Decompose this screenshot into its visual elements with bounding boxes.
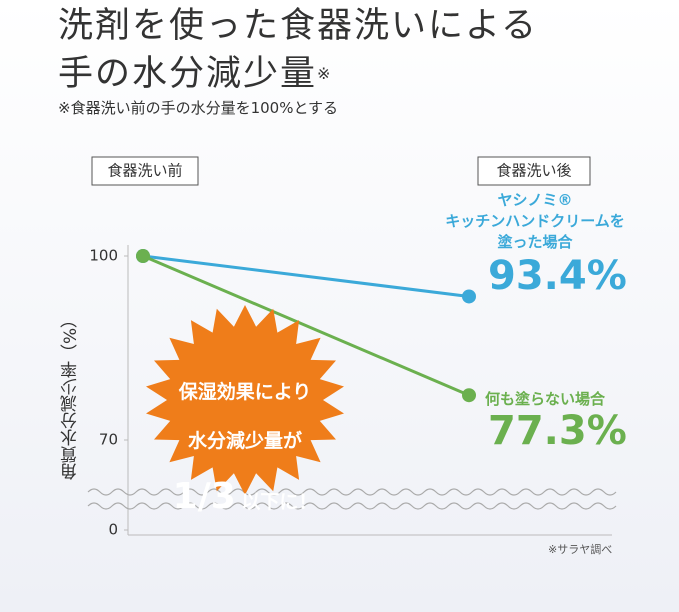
axis-break (87, 488, 617, 496)
x-category-label: 食器洗い前 (107, 162, 182, 180)
value-label: 93.4% (488, 253, 627, 299)
category-box (477, 156, 591, 186)
y-tick-label: 100 (89, 247, 118, 265)
starburst (146, 305, 344, 495)
annotation-line: 保湿効果により (178, 381, 312, 403)
value-label: 77.3% (488, 408, 627, 454)
x-category-label: 食器洗い後 (496, 162, 571, 180)
y-tick-label: 0 (108, 521, 118, 539)
subtitle: ※食器洗い前の手の水分量を100%とする (58, 99, 339, 117)
series-line (142, 254, 470, 298)
y-axis-label: 角質水分減少率（%） (61, 310, 81, 480)
lines (136, 249, 476, 403)
point (136, 249, 150, 263)
source: ※サラヤ調べ (548, 543, 613, 556)
series-line (142, 254, 470, 397)
annotation-line: 1/3 (172, 476, 236, 517)
point (462, 388, 476, 403)
category-box (91, 156, 199, 186)
point (462, 289, 476, 304)
annotation-line: 以下に！ (241, 491, 318, 513)
chart-title: 洗剤を使った食器洗いによる 手の水分減少量※ (58, 2, 538, 98)
title-text: 洗剤を使った食器洗いによる 手の水分減少量 (58, 6, 538, 94)
axis-break (87, 502, 617, 510)
annotation-line: 水分減少量が (187, 430, 302, 452)
series-label: ヤシノミ® キッチンハンドクリームを 塗った場合 (445, 191, 625, 251)
title-mark: ※ (317, 64, 333, 83)
y-tick-label: 70 (99, 431, 118, 449)
annotation: 保湿効果により 水分減少量が 1/3 以下に！ (150, 358, 340, 544)
series-label: 何も塗らない場合 (484, 390, 605, 408)
